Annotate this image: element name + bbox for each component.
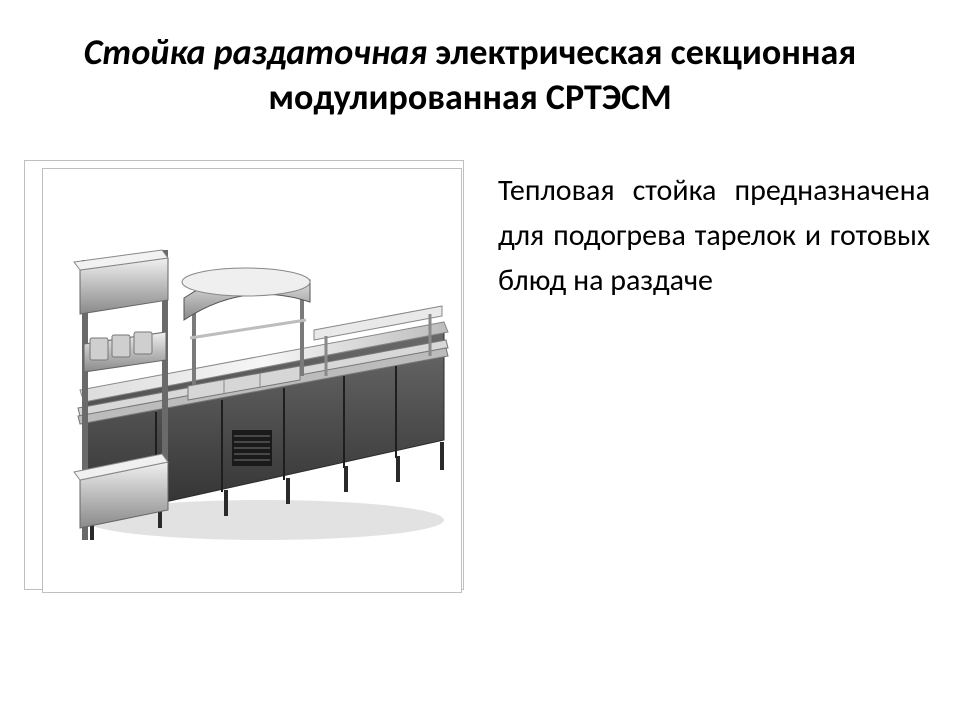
content-row: Тепловая стойка предназначена для подогр…: [0, 160, 950, 600]
slide: Стойка раздаточная электрическая секцион…: [0, 0, 960, 720]
description-text: Тепловая стойка предназначена для подогр…: [498, 160, 950, 303]
slide-title: Стойка раздаточная электрическая секцион…: [0, 30, 940, 120]
slide-title-lead: Стойка раздаточная: [84, 30, 427, 74]
illustration-container: [24, 160, 474, 600]
equipment-illustration: [44, 180, 464, 580]
